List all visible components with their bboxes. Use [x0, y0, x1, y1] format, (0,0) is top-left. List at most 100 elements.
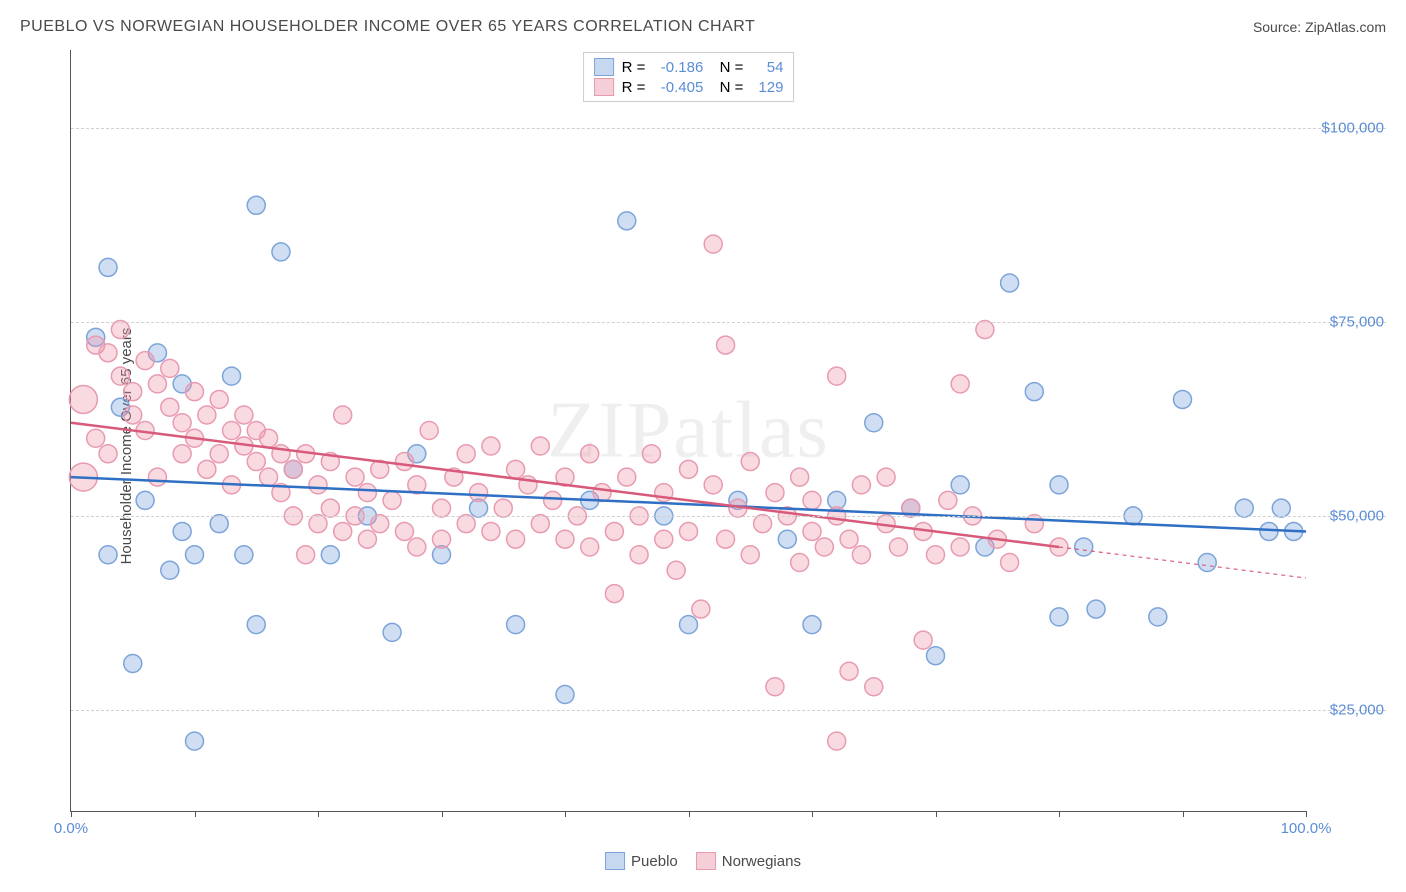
scatter-point	[865, 414, 883, 432]
scatter-point	[556, 530, 574, 548]
x-tick	[318, 811, 319, 817]
y-tick-label: $25,000	[1309, 702, 1384, 719]
scatter-point	[148, 375, 166, 393]
scatter-point	[494, 499, 512, 517]
scatter-point	[581, 445, 599, 463]
gridline	[71, 516, 1386, 517]
scatter-point	[433, 530, 451, 548]
scatter-point	[223, 367, 241, 385]
chart-container: ZIPatlas R =-0.186 N =54R =-0.405 N =129…	[50, 50, 1386, 832]
scatter-point	[309, 515, 327, 533]
scatter-point	[173, 445, 191, 463]
scatter-point	[457, 515, 475, 533]
source-label: Source: ZipAtlas.com	[1253, 19, 1386, 35]
scatter-point	[321, 546, 339, 564]
scatter-point	[111, 367, 129, 385]
chart-title: PUEBLO VS NORWEGIAN HOUSEHOLDER INCOME O…	[20, 18, 755, 36]
scatter-point	[210, 390, 228, 408]
scatter-point	[482, 437, 500, 455]
scatter-point	[605, 585, 623, 603]
scatter-point	[1149, 608, 1167, 626]
scatter-svg	[71, 50, 1306, 811]
legend-n-value: 54	[751, 59, 783, 76]
legend-item: Pueblo	[605, 852, 678, 870]
scatter-point	[284, 460, 302, 478]
scatter-point	[358, 484, 376, 502]
scatter-point	[791, 468, 809, 486]
scatter-point	[766, 484, 784, 502]
scatter-point	[766, 678, 784, 696]
scatter-point	[395, 453, 413, 471]
scatter-point	[680, 616, 698, 634]
scatter-point	[1198, 554, 1216, 572]
legend-n-label: N =	[711, 59, 743, 76]
scatter-point	[69, 385, 97, 413]
scatter-point	[692, 600, 710, 618]
scatter-point	[939, 491, 957, 509]
scatter-point	[309, 476, 327, 494]
x-tick	[936, 811, 937, 817]
legend-correlation: R =-0.186 N =54R =-0.405 N =129	[583, 52, 795, 102]
scatter-point	[507, 530, 525, 548]
scatter-point	[99, 546, 117, 564]
legend-series: Pueblo Norwegians	[605, 852, 801, 870]
legend-r-label: R =	[622, 79, 646, 96]
x-tick	[812, 811, 813, 817]
y-tick-label: $50,000	[1309, 507, 1384, 524]
x-tick	[689, 811, 690, 817]
scatter-point	[334, 406, 352, 424]
x-tick	[565, 811, 566, 817]
gridline	[71, 128, 1386, 129]
x-tick	[195, 811, 196, 817]
scatter-point	[754, 515, 772, 533]
scatter-point	[433, 499, 451, 517]
legend-n-value: 129	[751, 79, 783, 96]
trend-line-extrapolated	[1059, 547, 1306, 578]
scatter-point	[630, 546, 648, 564]
scatter-point	[210, 445, 228, 463]
scatter-point	[642, 445, 660, 463]
scatter-point	[605, 522, 623, 540]
scatter-point	[852, 546, 870, 564]
scatter-point	[852, 476, 870, 494]
scatter-point	[186, 383, 204, 401]
scatter-point	[173, 522, 191, 540]
scatter-point	[420, 422, 438, 440]
scatter-point	[99, 344, 117, 362]
scatter-point	[457, 445, 475, 463]
scatter-point	[531, 437, 549, 455]
scatter-point	[828, 732, 846, 750]
scatter-point	[927, 546, 945, 564]
scatter-point	[531, 515, 549, 533]
scatter-point	[544, 491, 562, 509]
x-tick	[1059, 811, 1060, 817]
scatter-point	[136, 491, 154, 509]
scatter-point	[235, 406, 253, 424]
scatter-point	[618, 468, 636, 486]
scatter-point	[161, 359, 179, 377]
scatter-point	[593, 484, 611, 502]
scatter-point	[1050, 476, 1068, 494]
legend-label: Norwegians	[722, 853, 801, 870]
scatter-point	[803, 491, 821, 509]
x-tick	[71, 811, 72, 817]
scatter-point	[173, 414, 191, 432]
scatter-point	[260, 429, 278, 447]
legend-r-value: -0.186	[653, 59, 703, 76]
scatter-point	[1235, 499, 1253, 517]
scatter-point	[260, 468, 278, 486]
scatter-point	[840, 662, 858, 680]
scatter-point	[556, 686, 574, 704]
scatter-point	[1025, 515, 1043, 533]
scatter-point	[87, 429, 105, 447]
legend-swatch	[594, 78, 614, 96]
chart-header: PUEBLO VS NORWEGIAN HOUSEHOLDER INCOME O…	[0, 0, 1406, 44]
scatter-point	[1001, 554, 1019, 572]
scatter-point	[186, 546, 204, 564]
scatter-point	[618, 212, 636, 230]
scatter-point	[247, 616, 265, 634]
scatter-point	[235, 546, 253, 564]
y-tick-label: $100,000	[1309, 119, 1384, 136]
x-tick	[442, 811, 443, 817]
scatter-point	[358, 530, 376, 548]
